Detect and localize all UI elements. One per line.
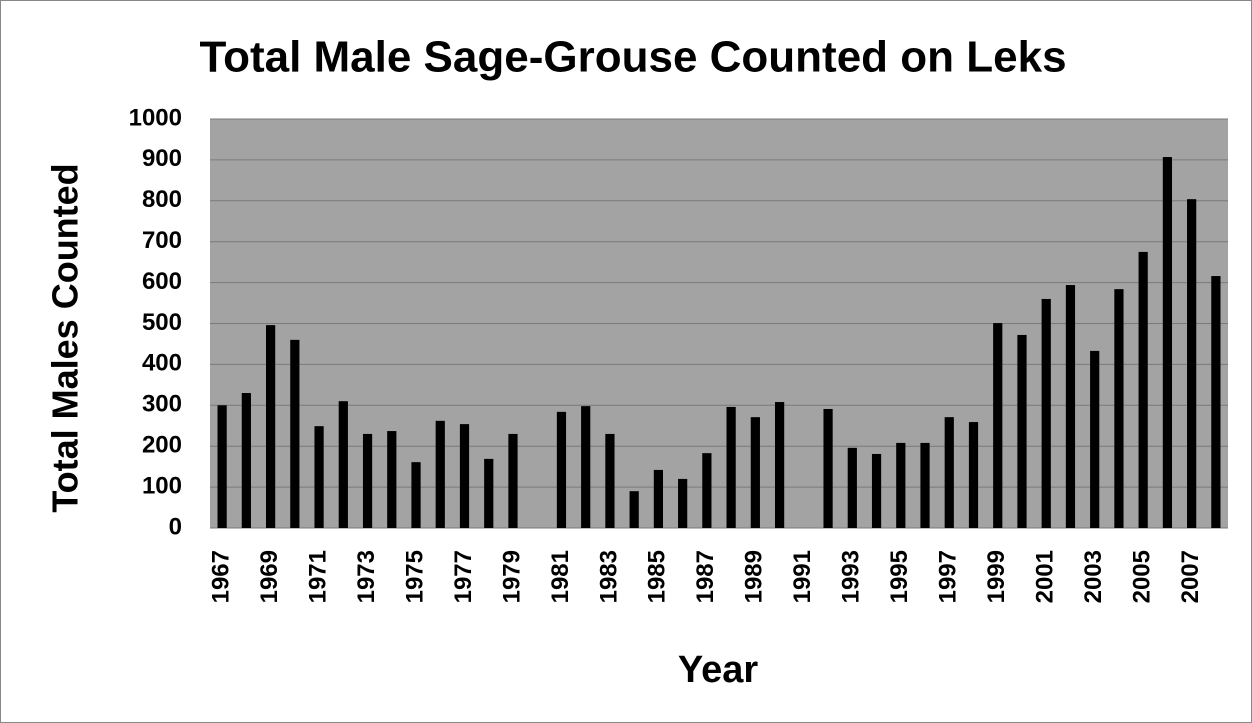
x-tick-label: 2001 [1032, 550, 1059, 603]
bar [944, 417, 954, 528]
bar [774, 402, 785, 528]
bar [896, 442, 906, 528]
bar [726, 406, 736, 528]
bar [217, 405, 227, 528]
bar [750, 417, 760, 528]
y-tick-label: 900 [142, 145, 182, 172]
bar [314, 426, 324, 528]
bar [1162, 157, 1173, 529]
y-tick-label: 800 [142, 186, 182, 213]
y-tick-label: 400 [142, 350, 182, 377]
bar [290, 339, 300, 528]
y-tick-label: 200 [142, 432, 182, 459]
bar [387, 431, 397, 528]
bar [702, 453, 712, 528]
y-tick-label: 100 [142, 472, 182, 499]
bar [556, 411, 567, 528]
x-tick-label: 1971 [304, 550, 331, 603]
x-tick-label: 1987 [692, 550, 719, 603]
bar [459, 424, 470, 528]
bar [968, 422, 979, 528]
bar [823, 408, 833, 528]
y-tick-label: 300 [142, 391, 182, 418]
bar [241, 393, 251, 528]
x-tick-label: 1969 [256, 550, 283, 603]
bar [1090, 350, 1100, 528]
x-tick-label: 1967 [207, 550, 234, 603]
x-tick-label: 1991 [789, 550, 816, 603]
x-tick-label: 1989 [741, 550, 768, 603]
x-axis-label: Year [678, 649, 759, 691]
bar [435, 420, 445, 528]
bar [1065, 285, 1076, 528]
bar [920, 442, 930, 528]
bar [484, 458, 494, 528]
bar [605, 433, 615, 528]
bar [581, 406, 591, 528]
x-tick-label: 1995 [886, 550, 913, 603]
bar [338, 401, 348, 528]
bar [871, 453, 882, 528]
bar [1138, 251, 1148, 529]
bar [1187, 199, 1197, 528]
y-tick-label: 0 [169, 513, 182, 540]
x-tick-label: 1999 [983, 550, 1010, 603]
bar [1114, 289, 1124, 528]
bar [411, 462, 421, 528]
x-tick-label: 2007 [1177, 550, 1204, 603]
x-tick-label: 1977 [450, 550, 477, 603]
x-tick-label: 1975 [401, 550, 428, 603]
bar [362, 433, 373, 528]
bar [508, 433, 518, 528]
x-tick-label: 1985 [644, 550, 671, 603]
bar [1211, 276, 1221, 528]
bar [265, 325, 276, 528]
bar [1017, 334, 1027, 528]
bar [629, 491, 639, 528]
y-tick-label: 600 [142, 268, 182, 295]
bar [847, 447, 857, 528]
chart-title: Total Male Sage-Grouse Counted on Leks [199, 33, 1066, 82]
y-tick-label: 700 [142, 227, 182, 254]
bar [1041, 298, 1051, 528]
x-tick-label: 1973 [353, 550, 380, 603]
x-tick-label: 2003 [1080, 550, 1107, 603]
bar [993, 323, 1003, 528]
bar [653, 469, 664, 528]
x-tick-label: 1997 [935, 550, 962, 603]
y-tick-label: 1000 [129, 104, 182, 131]
y-tick-label: 500 [142, 309, 182, 336]
x-tick-label: 1983 [595, 550, 622, 603]
x-tick-label: 2005 [1129, 550, 1156, 603]
bar [678, 478, 688, 528]
x-tick-label: 1981 [547, 550, 574, 603]
y-axis-label: Total Males Counted [45, 163, 86, 512]
x-tick-label: 1993 [838, 550, 865, 603]
x-tick-label: 1979 [498, 550, 525, 603]
